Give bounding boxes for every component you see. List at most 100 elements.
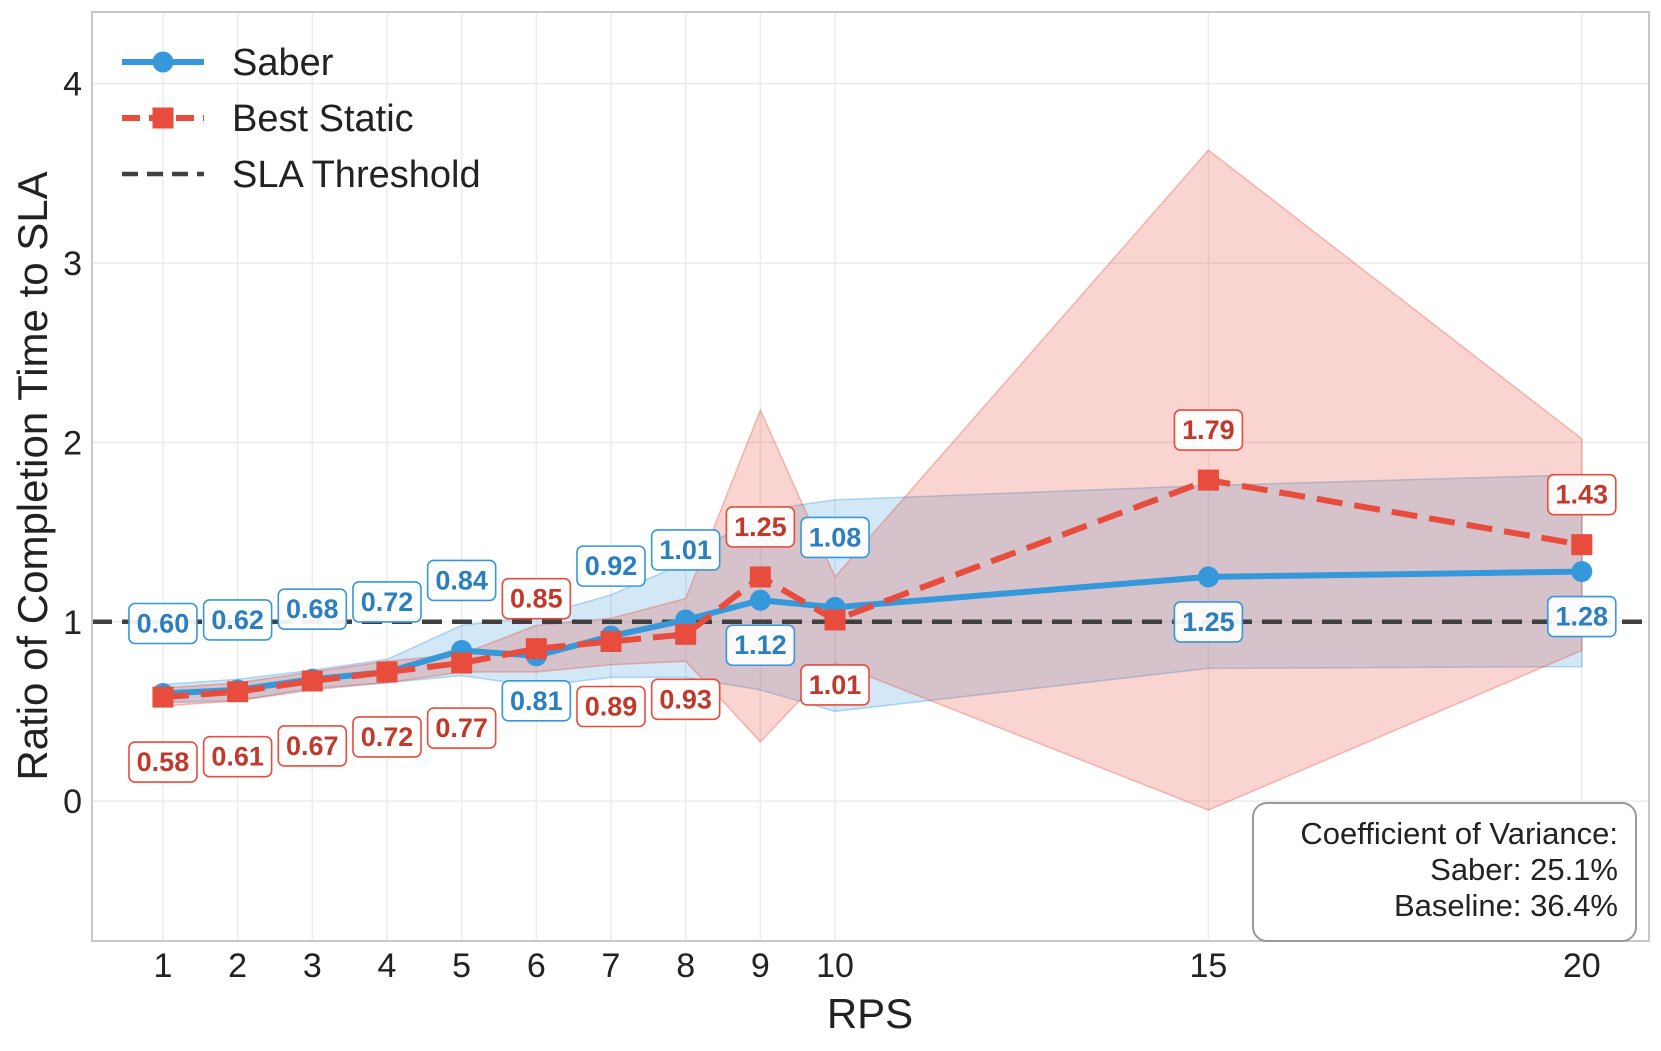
best-static-point — [525, 638, 547, 660]
x-tick-label: 7 — [602, 947, 621, 985]
best-static-label-box — [202, 735, 273, 778]
axis-ticks: 1 2 3 4 5 6 7 8 9 10 15 20 0 1 2 3 4 — [63, 66, 1601, 985]
best-static-point — [301, 670, 323, 692]
saber-data-label: 0.60 — [137, 609, 190, 639]
legend: Saber Best Static SLA Threshold — [122, 42, 481, 196]
best-static-label-box — [426, 707, 497, 749]
x-tick-label: 1 — [153, 947, 172, 985]
x-tick-label: 3 — [303, 947, 322, 985]
legend-label: SLA Threshold — [232, 154, 481, 196]
best-static-data-label: 0.58 — [137, 747, 190, 777]
saber-label-box — [501, 680, 572, 722]
best-static-label-box — [800, 664, 870, 706]
saber-label-box — [1546, 595, 1617, 638]
saber-label-box — [1173, 601, 1244, 643]
saber-label-box — [202, 599, 273, 641]
y-tick-label: 1 — [63, 604, 82, 642]
saber-point — [749, 589, 771, 611]
best-static-label-box — [352, 716, 422, 758]
x-axis-label: RPS — [827, 990, 913, 1037]
best-static-label-box — [1173, 409, 1244, 451]
best-static-point — [451, 652, 473, 674]
saber-data-label: 0.72 — [361, 587, 414, 617]
x-tick-label: 10 — [816, 947, 854, 985]
x-tick-label: 6 — [527, 947, 546, 985]
best-static-point — [749, 566, 771, 588]
x-tick-label: 15 — [1189, 947, 1227, 985]
best-static-label-box — [277, 725, 348, 767]
best-static-point — [227, 681, 249, 703]
saber-data-label: 1.01 — [659, 535, 712, 565]
best-static-point — [824, 609, 846, 631]
best-static-point — [152, 686, 174, 708]
saber-label-box — [725, 624, 796, 667]
best-static-data-label: 0.61 — [211, 742, 264, 772]
legend-label: Best Static — [232, 98, 414, 140]
saber-label-box — [800, 516, 870, 559]
best-static-data-label: 0.72 — [361, 722, 414, 752]
saber-data-label: 0.92 — [585, 551, 638, 581]
best-static-data-label: 0.77 — [435, 713, 488, 743]
annotation-frame — [1252, 802, 1637, 942]
series-lines — [162, 477, 1583, 701]
best-static-point — [376, 661, 398, 683]
best-static-point — [675, 623, 697, 645]
saber-label-box — [650, 529, 721, 571]
best-static-label-box — [576, 685, 646, 728]
y-tick-label: 3 — [63, 245, 82, 283]
best-static-data-label: 0.89 — [585, 691, 638, 721]
y-tick-label: 0 — [63, 783, 82, 821]
data-labels: 0.60 0.62 0.68 0.72 0.84 0.81 0.92 1.01 1.12 1.08… — [128, 409, 1617, 783]
saber-data-label: 0.68 — [286, 594, 339, 624]
plot-background — [92, 12, 1649, 941]
saber-data-label: 1.12 — [734, 630, 787, 660]
x-tick-label: 9 — [751, 947, 770, 985]
x-tick-label: 4 — [378, 947, 397, 985]
legend-best-static-marker — [152, 107, 174, 129]
saber-label-box — [576, 545, 646, 587]
saber-label-box — [352, 581, 422, 623]
best-static-data-label: 0.93 — [659, 684, 712, 714]
saber-point — [1571, 561, 1593, 583]
best-static-label-box — [725, 506, 796, 548]
x-tick-label: 5 — [452, 947, 471, 985]
best-static-data-label: 1.25 — [734, 512, 787, 542]
best-static-data-label: 1.01 — [809, 670, 862, 700]
y-tick-label: 2 — [63, 424, 82, 462]
saber-data-label: 0.84 — [435, 565, 488, 595]
best-static-data-label: 1.79 — [1182, 415, 1235, 445]
annotation-line: Baseline: 36.4% — [1394, 888, 1618, 923]
x-tick-label: 8 — [676, 947, 695, 985]
best-static-label-box — [128, 741, 198, 783]
legend-label: Saber — [232, 42, 334, 84]
annotation-line: Coefficient of Variance: — [1300, 816, 1618, 851]
saber-label-box — [277, 588, 348, 630]
best-static-data-label: 0.85 — [510, 584, 563, 614]
saber-data-label: 1.25 — [1182, 607, 1235, 637]
legend-saber-marker — [152, 51, 174, 73]
annotation-line: Saber: 25.1% — [1430, 852, 1618, 887]
best-static-point — [1197, 469, 1219, 491]
saber-data-label: 1.28 — [1556, 602, 1609, 632]
x-tick-label: 2 — [228, 947, 247, 985]
best-static-label-box — [1546, 473, 1617, 516]
best-static-data-label: 1.43 — [1556, 480, 1609, 510]
series-markers — [152, 469, 1593, 708]
saber-data-label: 0.62 — [211, 605, 264, 635]
best-static-label-box — [501, 577, 572, 620]
plot-frame — [91, 11, 1650, 942]
saber-data-label: 0.81 — [510, 686, 563, 716]
saber-data-label: 1.08 — [809, 522, 862, 552]
best-static-point — [1571, 534, 1593, 556]
cv-annotation-box: Coefficient of Variance:Saber: 25.1%Base… — [1252, 802, 1637, 942]
best-static-line — [162, 477, 1583, 701]
best-static-data-label: 0.67 — [286, 731, 339, 761]
best-static-point — [600, 630, 622, 652]
y-axis-label: Ratio of Completion Time to SLA — [9, 171, 56, 780]
saber-label-box — [426, 559, 497, 602]
best-static-label-box — [650, 678, 721, 721]
saber-point — [1197, 566, 1219, 588]
y-tick-label: 4 — [63, 66, 82, 104]
saber-label-box — [128, 602, 198, 645]
